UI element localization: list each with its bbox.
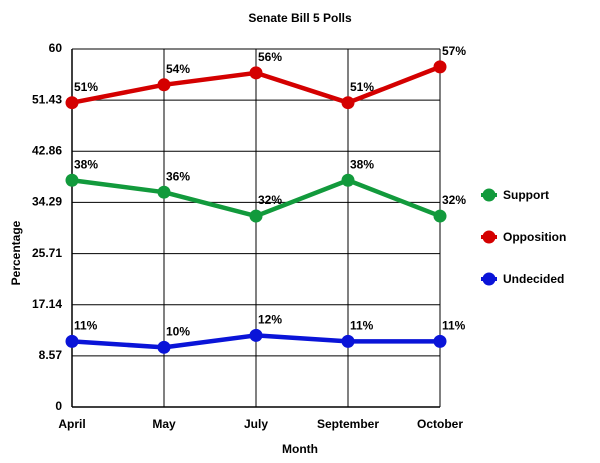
value-label: 10% [166,325,190,339]
point [65,96,79,110]
value-label: 32% [258,193,282,207]
point [341,334,355,348]
chart-title: Senate Bill 5 Polls [248,11,352,25]
point [433,334,447,348]
value-label: 11% [74,319,98,333]
y-tick-label: 25.71 [32,246,62,260]
point [249,66,263,80]
x-axis-label: Month [282,442,318,456]
value-label: 38% [74,157,98,171]
value-label: 57% [442,44,466,58]
y-tick-label: 0 [55,399,62,413]
x-tick-label: September [317,417,379,431]
legend-label: Support [503,188,549,202]
y-tick-label: 51.43 [32,92,62,106]
value-label: 32% [442,193,466,207]
point [65,173,79,187]
point [157,185,171,199]
x-tick-label: October [417,417,463,431]
point [433,209,447,223]
value-label: 51% [74,80,98,94]
y-tick-label: 60 [49,41,63,55]
value-label: 11% [442,319,466,333]
x-tick-label: July [244,417,268,431]
value-label: 11% [350,319,374,333]
point [249,328,263,342]
y-axis-label: Percentage [9,220,23,285]
y-tick-label: 34.29 [32,195,62,209]
point [433,60,447,74]
x-tick-label: April [58,417,85,431]
point [341,96,355,110]
value-label: 51% [350,80,374,94]
y-tick-label: 8.57 [39,348,63,362]
y-tick-label: 17.14 [32,297,62,311]
point [249,209,263,223]
value-label: 54% [166,62,190,76]
legend-label: Undecided [503,272,564,286]
point [157,78,171,92]
value-label: 38% [350,157,374,171]
point [341,173,355,187]
value-label: 36% [166,169,190,183]
legend-label: Opposition [503,230,566,244]
point [65,334,79,348]
x-tick-label: May [152,417,176,431]
value-label: 12% [258,313,282,327]
y-tick-label: 42.86 [32,143,62,157]
value-label: 56% [258,50,282,64]
point [157,340,171,354]
